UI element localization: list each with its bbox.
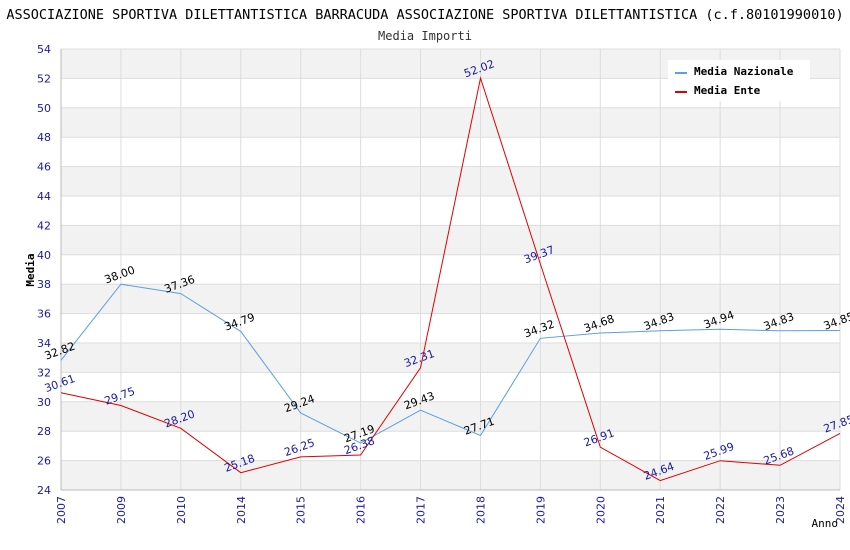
- x-tick-label: 2019: [534, 496, 547, 524]
- y-tick-label: 26: [37, 455, 51, 468]
- y-tick-labels: 24 26 28 30 32 34 36 38 40 42 44 46 48 50 52 54: [37, 43, 51, 497]
- chart-title: ASSOCIAZIONE SPORTIVA DILETTANTISTICA BA…: [6, 7, 843, 23]
- y-tick-label: 30: [37, 396, 51, 409]
- x-tick-label: 2014: [235, 496, 248, 524]
- grid-lines: [60, 48, 841, 491]
- y-tick-label: 32: [37, 366, 51, 379]
- legend: Media Nazionale Media Ente: [668, 60, 810, 101]
- grid-band: [61, 254, 840, 285]
- x-tick-label: 2018: [474, 496, 487, 524]
- grid-band: [61, 343, 840, 373]
- y-tick-label: 24: [37, 484, 51, 497]
- x-axis-label: Anno: [812, 517, 839, 530]
- legend-label-media-ente: Media Ente: [694, 84, 761, 97]
- x-tick-label: 2009: [115, 496, 128, 524]
- y-tick-label: 36: [37, 308, 51, 321]
- y-tick-label: 48: [37, 131, 51, 144]
- grid-band: [61, 372, 840, 402]
- x-tick-labels: 2007 2009 2010 2014 2015 2016 2017 2018 2019 2020…: [55, 496, 847, 524]
- grid-band: [61, 401, 840, 432]
- x-tick-label: 2007: [55, 496, 68, 524]
- x-tick-label: 2016: [355, 496, 368, 524]
- y-tick-label: 54: [37, 43, 51, 56]
- series-line-media-ente: [60, 76, 841, 482]
- y-tick-label: 44: [37, 190, 51, 203]
- y-tick-label: 42: [37, 219, 51, 232]
- grid-band: [61, 137, 840, 167]
- legend-label-media-nazionale: Media Nazionale: [694, 65, 794, 78]
- x-tick-label: 2022: [714, 496, 727, 524]
- y-tick-label: 40: [37, 249, 51, 262]
- x-tick-label: 2010: [175, 496, 188, 524]
- x-tick-label: 2020: [594, 496, 607, 524]
- chart-subtitle: Media Importi: [378, 29, 472, 43]
- y-axis-label: Media: [24, 253, 37, 286]
- y-tick-label: 28: [37, 425, 51, 438]
- axes: [60, 49, 840, 491]
- y-tick-label: 50: [37, 102, 51, 115]
- x-tick-label: 2021: [654, 496, 667, 524]
- grid-band: [61, 313, 840, 343]
- y-tick-label: 38: [37, 278, 51, 291]
- series-lines: [60, 76, 841, 482]
- y-tick-label: 46: [37, 161, 51, 174]
- x-tick-label: 2015: [295, 496, 308, 524]
- grid-band: [61, 166, 840, 196]
- x-tick-label: 2024: [834, 496, 847, 524]
- grid-band: [61, 225, 840, 255]
- grid-band: [61, 460, 840, 490]
- x-tick-label: 2023: [774, 496, 787, 524]
- grid-band: [61, 284, 840, 314]
- y-tick-label: 34: [37, 337, 51, 350]
- x-tick-label: 2017: [415, 496, 428, 524]
- y-tick-label: 52: [37, 72, 51, 85]
- grid-band: [61, 107, 840, 138]
- series-line-media-nazionale: [60, 283, 841, 444]
- grid-bands: [61, 49, 840, 490]
- legend-box: [668, 60, 810, 101]
